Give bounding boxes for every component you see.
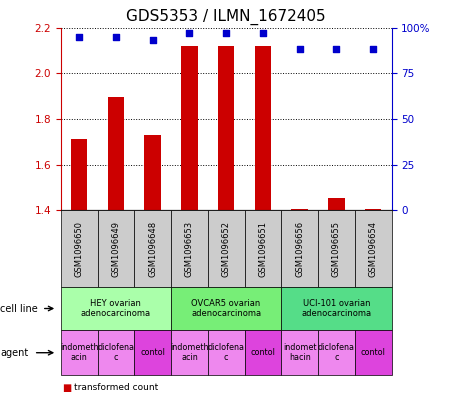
Text: GSM1096652: GSM1096652 <box>221 220 230 277</box>
Bar <box>71 140 87 210</box>
Bar <box>255 46 271 210</box>
Text: GSM1096649: GSM1096649 <box>112 220 121 277</box>
Text: cell line: cell line <box>0 303 38 314</box>
Text: GSM1096650: GSM1096650 <box>75 220 84 277</box>
Text: diclofena
c: diclofena c <box>97 343 135 362</box>
Text: indometh
acin: indometh acin <box>60 343 99 362</box>
Bar <box>144 135 161 210</box>
Text: contol: contol <box>251 348 275 357</box>
Text: GSM1096654: GSM1096654 <box>369 220 378 277</box>
Text: GSM1096656: GSM1096656 <box>295 220 304 277</box>
Text: ■: ■ <box>62 383 71 393</box>
Bar <box>108 97 124 210</box>
Text: indometh
acin: indometh acin <box>170 343 209 362</box>
Text: contol: contol <box>361 348 386 357</box>
Text: indomet
hacin: indomet hacin <box>283 343 316 362</box>
Text: HEY ovarian
adenocarcinoma: HEY ovarian adenocarcinoma <box>81 299 151 318</box>
Bar <box>365 209 382 210</box>
Text: GSM1096648: GSM1096648 <box>148 220 157 277</box>
Text: contol: contol <box>140 348 165 357</box>
Text: diclofena
c: diclofena c <box>318 343 355 362</box>
Point <box>76 33 83 40</box>
Bar <box>181 46 198 210</box>
Point <box>369 46 377 53</box>
Point <box>259 30 266 36</box>
Text: OVCAR5 ovarian
adenocarcinoma: OVCAR5 ovarian adenocarcinoma <box>191 299 261 318</box>
Text: UCI-101 ovarian
adenocarcinoma: UCI-101 ovarian adenocarcinoma <box>302 299 371 318</box>
Text: diclofena
c: diclofena c <box>207 343 245 362</box>
Point <box>296 46 303 53</box>
Bar <box>328 198 345 210</box>
Text: transformed count: transformed count <box>74 384 158 392</box>
Point <box>333 46 340 53</box>
Point <box>222 30 230 36</box>
Point <box>112 33 120 40</box>
Bar <box>291 209 308 210</box>
Title: GDS5353 / ILMN_1672405: GDS5353 / ILMN_1672405 <box>126 9 326 25</box>
Text: GSM1096653: GSM1096653 <box>185 220 194 277</box>
Text: agent: agent <box>0 348 29 358</box>
Text: GSM1096651: GSM1096651 <box>258 220 267 277</box>
Text: GSM1096655: GSM1096655 <box>332 220 341 277</box>
Point <box>186 30 193 36</box>
Point <box>149 37 156 44</box>
Bar <box>218 46 234 210</box>
